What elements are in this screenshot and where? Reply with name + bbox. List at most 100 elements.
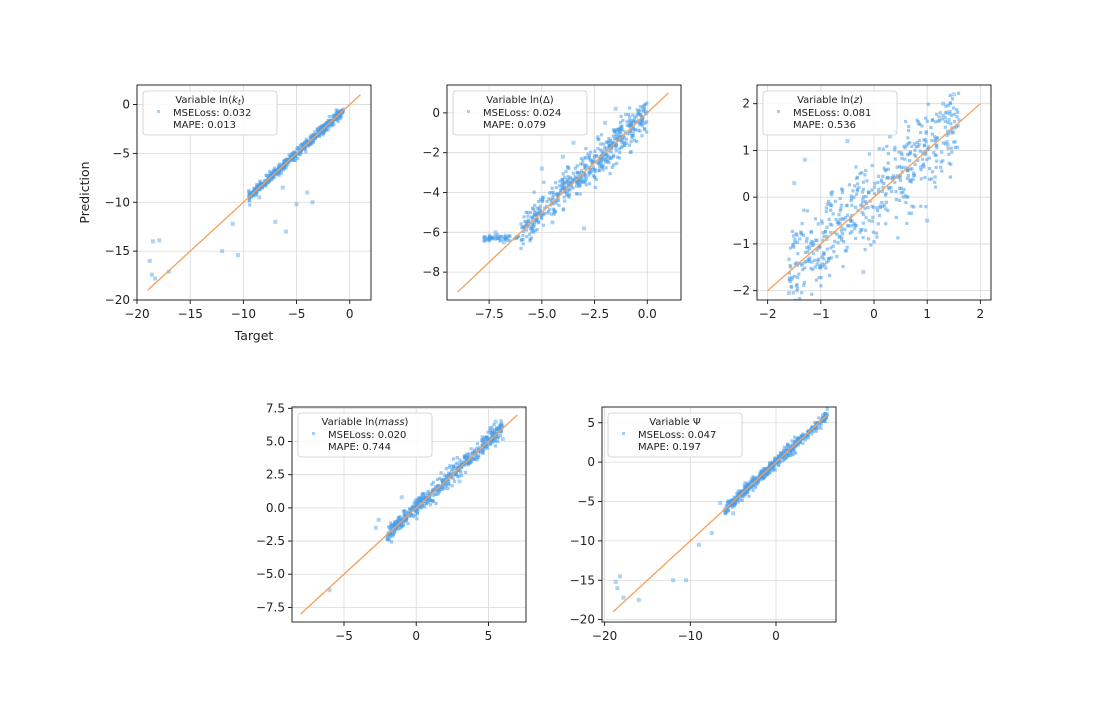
data-point xyxy=(791,291,795,295)
data-point xyxy=(818,266,822,270)
data-point xyxy=(539,216,543,220)
data-point xyxy=(521,233,525,238)
data-point xyxy=(632,119,636,123)
data-point xyxy=(923,138,927,142)
data-point xyxy=(886,152,891,156)
data-point xyxy=(550,186,554,190)
data-point xyxy=(747,494,751,498)
data-point xyxy=(528,239,532,243)
data-point xyxy=(809,266,813,271)
data-point xyxy=(957,118,961,122)
x-tick-label: −10 xyxy=(231,307,256,321)
data-point xyxy=(822,234,826,239)
data-point xyxy=(498,423,503,428)
data-point xyxy=(776,459,780,463)
data-point xyxy=(956,110,960,114)
data-point xyxy=(488,426,492,430)
data-point xyxy=(908,159,912,163)
data-point xyxy=(881,147,885,151)
data-point xyxy=(876,174,881,178)
data-point xyxy=(805,209,809,213)
outlier-point xyxy=(613,579,618,584)
data-point xyxy=(941,141,945,145)
data-point xyxy=(579,156,584,161)
data-point xyxy=(537,220,541,224)
data-point xyxy=(943,119,947,123)
data-point xyxy=(887,176,891,180)
data-point xyxy=(738,492,742,496)
data-point xyxy=(836,240,840,245)
legend-mseloss: MSELoss: 0.047 xyxy=(638,430,716,441)
data-point xyxy=(949,162,953,166)
y-tick-label: −15 xyxy=(570,573,595,587)
data-point xyxy=(620,140,624,144)
y-tick-label: 0.0 xyxy=(266,501,285,515)
data-point xyxy=(529,236,534,240)
data-point xyxy=(844,249,848,253)
data-point xyxy=(803,250,808,254)
data-point xyxy=(805,245,809,250)
data-point xyxy=(852,195,856,199)
data-point xyxy=(557,184,562,188)
data-point xyxy=(626,112,631,117)
data-point xyxy=(622,135,626,140)
data-point xyxy=(796,252,800,256)
data-point xyxy=(875,209,880,213)
data-point xyxy=(547,191,552,195)
data-point xyxy=(751,480,755,484)
data-point xyxy=(569,185,574,189)
outlier-point xyxy=(376,517,381,522)
data-point xyxy=(950,131,954,135)
data-point xyxy=(400,524,404,528)
data-point xyxy=(861,235,865,240)
data-point xyxy=(589,158,593,162)
data-point xyxy=(599,160,604,164)
data-point xyxy=(559,189,563,193)
data-point xyxy=(330,124,334,128)
data-point xyxy=(624,112,628,117)
data-point xyxy=(895,165,899,169)
outlier-point xyxy=(731,511,736,516)
data-point xyxy=(488,428,492,432)
data-point xyxy=(543,206,547,210)
data-point xyxy=(628,115,632,119)
data-point xyxy=(619,145,623,150)
data-point xyxy=(317,125,321,130)
data-point xyxy=(794,438,798,442)
data-point xyxy=(519,238,523,242)
data-point xyxy=(538,204,543,208)
data-point xyxy=(854,192,859,196)
data-point xyxy=(581,159,585,163)
data-point xyxy=(947,161,951,165)
data-point xyxy=(861,180,865,184)
data-point xyxy=(645,110,649,114)
data-point xyxy=(772,464,776,468)
data-point xyxy=(447,474,451,478)
data-point xyxy=(249,194,253,199)
data-point xyxy=(519,222,523,226)
legend-box xyxy=(142,90,278,136)
outlier-point xyxy=(493,419,498,424)
data-point xyxy=(943,142,948,146)
data-point xyxy=(903,119,908,124)
data-point xyxy=(498,434,503,438)
data-point xyxy=(565,178,569,182)
data-point xyxy=(915,140,919,145)
data-point xyxy=(583,179,587,184)
data-point xyxy=(930,118,934,122)
data-point xyxy=(873,181,877,185)
legend-mape: MAPE: 0.744 xyxy=(328,442,391,453)
data-point xyxy=(806,250,810,254)
data-point xyxy=(821,415,825,420)
data-point xyxy=(731,505,735,509)
data-point xyxy=(776,463,780,467)
x-tick-label: −15 xyxy=(178,307,203,321)
data-point xyxy=(641,121,645,125)
data-point xyxy=(519,246,523,250)
data-point xyxy=(915,118,919,122)
data-point xyxy=(875,206,879,210)
data-point xyxy=(410,507,414,512)
outlier-point xyxy=(257,195,262,200)
data-point xyxy=(938,111,942,115)
data-point xyxy=(459,473,464,478)
